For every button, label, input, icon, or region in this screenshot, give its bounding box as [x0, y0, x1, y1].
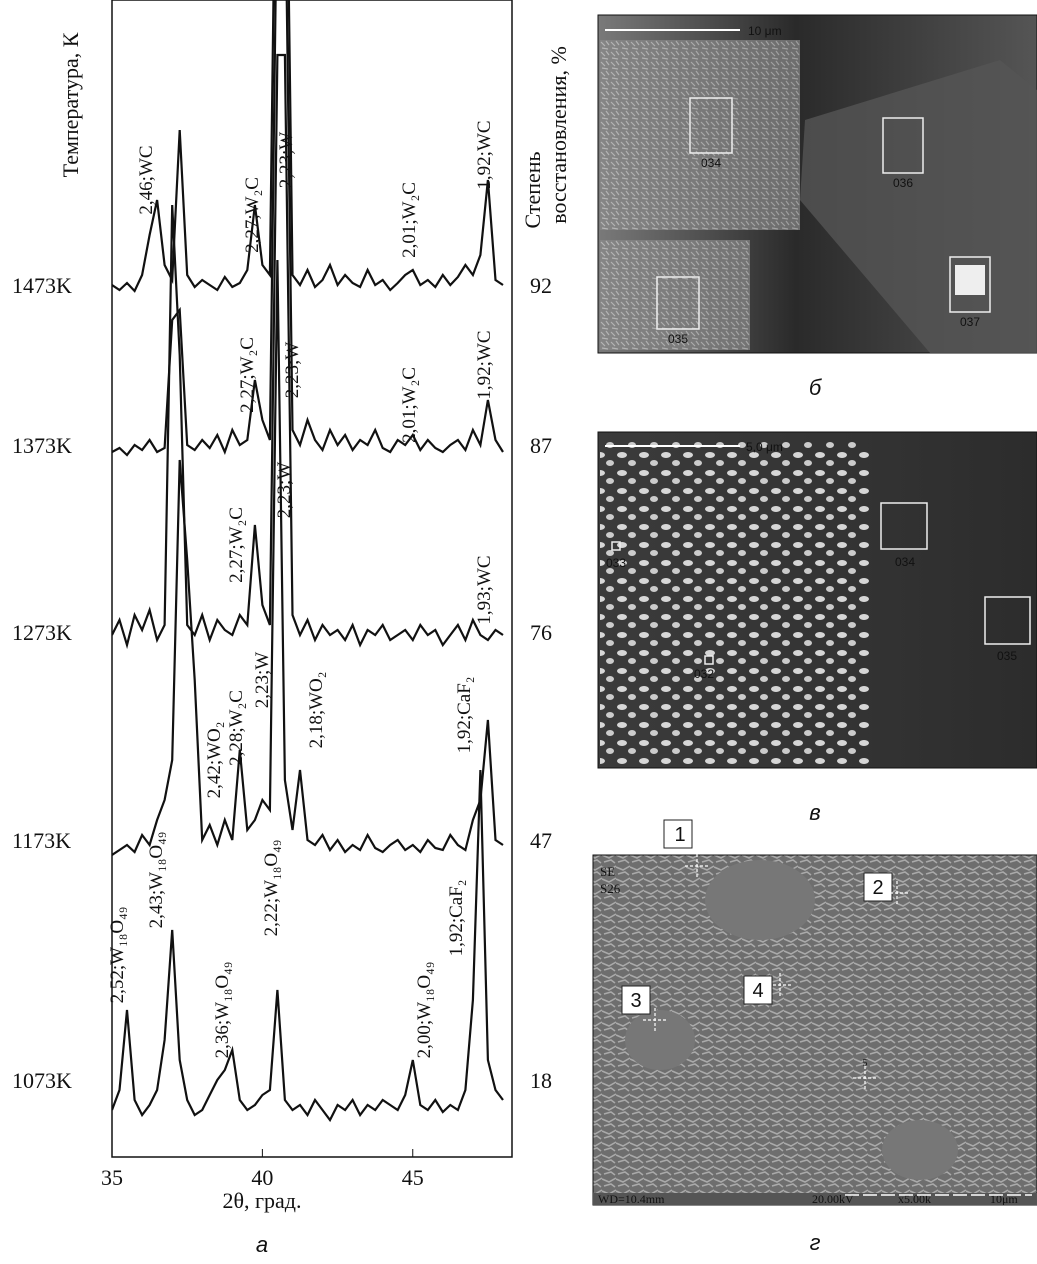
panel-caption: в: [809, 800, 820, 825]
reduction-label: 76: [530, 620, 552, 645]
crosshair: [853, 1066, 877, 1090]
crosshair: [643, 1008, 667, 1032]
crosshair: [885, 881, 909, 905]
temperature-label: 1073K: [12, 1068, 72, 1093]
reduction-label: 92: [530, 273, 552, 298]
caption: а: [256, 1232, 268, 1257]
peak-annotation: 2,23;W: [252, 652, 273, 709]
y-axis-label: Температура, К: [58, 32, 83, 177]
reduction-label: 87: [530, 433, 552, 458]
roi-label: 037: [960, 315, 980, 329]
temperature-label: 1473K: [12, 273, 72, 298]
grain: [625, 1010, 695, 1070]
grain: [882, 1120, 958, 1180]
crosshair: [685, 854, 709, 878]
panel-caption: г: [810, 1230, 821, 1255]
peak-annotation: 2,23;W: [282, 342, 303, 399]
sem-text: S26: [600, 881, 621, 896]
xrd-trace: [112, 0, 504, 457]
peak-annotation: 2,42;WO₂: [204, 722, 225, 799]
roi-label: 033: [606, 556, 626, 570]
peak-annotation: 2,22;W₁₈O₄₉: [261, 840, 282, 937]
point-label: 2: [872, 877, 883, 899]
x-tick-label: 40: [251, 1165, 273, 1190]
y2-axis-label: восстановления, %: [546, 46, 571, 224]
point-label: 1: [674, 824, 685, 846]
x-tick-label: 35: [101, 1165, 123, 1190]
texture: [600, 240, 750, 350]
roi-box: [611, 541, 621, 551]
roi-label: 034: [895, 555, 915, 569]
xrd-trace: [112, 0, 504, 293]
roi-label: 035: [668, 332, 688, 346]
peak-annotation: 2,01;W₂C: [399, 182, 420, 258]
sem-info: x5.00k: [898, 1192, 931, 1206]
roi-label: 034: [701, 156, 721, 170]
particle: [955, 265, 985, 295]
temperature-label: 1273K: [12, 620, 72, 645]
peak-annotation: 2,01;W₂C: [399, 367, 420, 443]
peak-annotation: 2,27;W₂C: [242, 177, 263, 253]
x-tick-label: 45: [402, 1165, 424, 1190]
peak-annotation: 2,27;W₂C: [237, 337, 258, 413]
roi-box: [704, 655, 714, 665]
point-label-box: [743, 975, 773, 1005]
roi-label: 036: [893, 176, 913, 190]
sem-text: SE: [600, 864, 615, 879]
peak-annotation: 2,27;W₂C: [226, 507, 247, 583]
traces: [112, 0, 504, 1123]
reduction-label: 18: [530, 1068, 552, 1093]
peak-annotation: 2,43;W₁₈O₄₉: [146, 832, 167, 929]
temperature-label: 1373K: [12, 433, 72, 458]
peak-annotation: 2,46;WC: [136, 145, 157, 214]
roi-box: [880, 502, 928, 550]
peak-annotation: 1,92;CaF₂: [446, 880, 467, 957]
sem-info: 10μm: [990, 1192, 1018, 1206]
xrd-trace: [112, 53, 504, 650]
xrd-trace: [112, 769, 504, 1123]
grain: [705, 860, 815, 940]
x-axis-label: 2θ, град.: [222, 1188, 301, 1213]
scale-label: 10 μm: [748, 24, 782, 38]
roi-box: [689, 97, 733, 154]
y2-axis-label: Степень: [520, 151, 545, 228]
peak-annotation: 1,92;CaF₂: [454, 677, 475, 754]
roi-box: [949, 256, 991, 313]
sem-info: WD=10.4mm: [598, 1192, 665, 1206]
peak-annotation: 2,52;W₁₈O₄₉: [107, 907, 128, 1004]
peak-annotation: 2,23;W: [276, 132, 297, 189]
peak-annotation: 2,28;W₂C: [226, 690, 247, 766]
peak-annotation: 1,92;WC: [474, 330, 495, 399]
point-label-box: [863, 872, 893, 902]
sem-panels: [592, 14, 1037, 1206]
xrd-trace: [112, 259, 504, 856]
crosshair: [768, 973, 792, 997]
point-label: 3: [630, 990, 641, 1012]
point-label-box: [663, 819, 693, 849]
point-label-box: [621, 985, 651, 1015]
panel-caption: б: [809, 375, 823, 400]
scale-label: 5,0 μm: [746, 440, 783, 454]
reduction-label: 47: [530, 828, 552, 853]
peak-annotation: 2,00;W₁₈O₄₉: [414, 962, 435, 1059]
peak-annotation: 1,93;WC: [474, 555, 495, 624]
temperature-label: 1173K: [12, 828, 71, 853]
sem-info-bar: [593, 1193, 1037, 1205]
roi-box: [882, 117, 924, 174]
peak-annotation: 1,92;WC: [474, 120, 495, 189]
plot-frame: [111, 0, 513, 1158]
roi-box: [656, 276, 700, 330]
roi-label: 035: [997, 649, 1017, 663]
peak-annotation: 2,18;WO₂: [306, 672, 327, 749]
texture: [600, 40, 800, 230]
texture: [600, 440, 870, 765]
peak-annotation: 2,23;W: [274, 462, 295, 519]
point-label: 4: [752, 980, 763, 1002]
roi-box: [984, 596, 1031, 645]
point-label: 5: [863, 1058, 868, 1069]
roi-label: 032: [694, 667, 714, 681]
sem-info: 20.00kV: [812, 1192, 854, 1206]
peak-annotation: 2,36;W₁₈O₄₉: [212, 962, 233, 1059]
